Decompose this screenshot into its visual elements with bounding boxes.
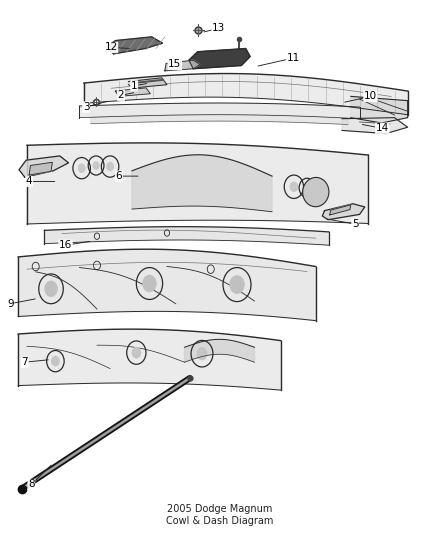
Polygon shape	[164, 60, 199, 71]
Polygon shape	[321, 204, 364, 220]
Text: 14: 14	[375, 123, 388, 133]
Text: 2005 Dodge Magnum
Cowl & Dash Diagram: 2005 Dodge Magnum Cowl & Dash Diagram	[166, 505, 272, 526]
Polygon shape	[106, 37, 162, 54]
Text: 5: 5	[351, 219, 358, 229]
Text: 3: 3	[82, 102, 89, 112]
Polygon shape	[79, 103, 359, 119]
Circle shape	[229, 275, 244, 294]
Circle shape	[51, 356, 60, 367]
Circle shape	[142, 274, 156, 292]
Text: 16: 16	[59, 240, 72, 250]
Circle shape	[316, 185, 321, 192]
Polygon shape	[91, 115, 347, 125]
Text: 13: 13	[212, 23, 225, 34]
Polygon shape	[132, 155, 272, 212]
Circle shape	[196, 347, 207, 360]
Polygon shape	[350, 96, 407, 123]
Text: 9: 9	[7, 298, 14, 309]
Polygon shape	[27, 143, 367, 224]
Polygon shape	[19, 156, 68, 177]
Circle shape	[289, 182, 297, 192]
Text: 7: 7	[21, 357, 28, 367]
Text: 6: 6	[115, 171, 122, 181]
Ellipse shape	[302, 177, 328, 207]
Polygon shape	[84, 74, 407, 115]
Polygon shape	[29, 163, 52, 175]
Text: 2: 2	[117, 90, 124, 100]
Text: 11: 11	[286, 53, 299, 63]
Polygon shape	[184, 340, 254, 362]
Polygon shape	[188, 49, 250, 69]
Polygon shape	[18, 329, 280, 390]
Text: 8: 8	[28, 480, 35, 489]
Polygon shape	[44, 227, 328, 245]
Polygon shape	[128, 78, 166, 88]
Text: 12: 12	[104, 43, 117, 52]
Polygon shape	[329, 205, 350, 215]
Text: 4: 4	[26, 176, 32, 187]
Circle shape	[303, 183, 310, 192]
Circle shape	[106, 162, 114, 171]
Circle shape	[78, 164, 85, 173]
Text: 10: 10	[363, 91, 376, 101]
Text: 15: 15	[168, 60, 181, 69]
Circle shape	[44, 281, 58, 297]
Polygon shape	[18, 249, 315, 321]
Polygon shape	[341, 118, 407, 134]
Text: 1: 1	[131, 81, 137, 91]
Polygon shape	[115, 88, 150, 96]
Circle shape	[131, 347, 141, 359]
Circle shape	[92, 161, 99, 170]
